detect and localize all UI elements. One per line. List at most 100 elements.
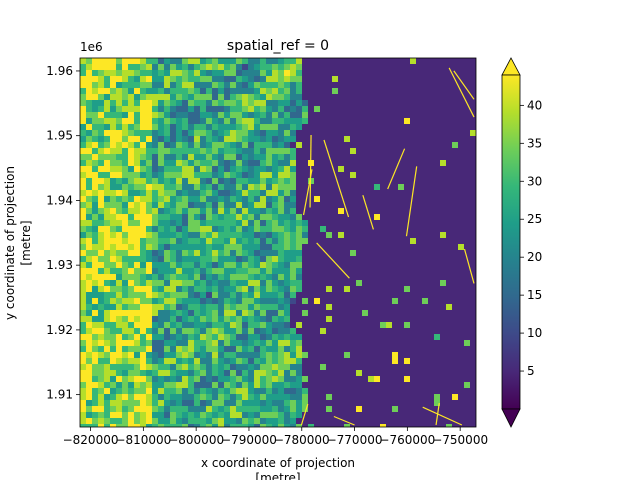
heatmap-cell [134,160,140,166]
heatmap-cell [314,418,320,424]
y-tick-label: 1.94 [46,193,73,207]
heatmap-cell [134,424,140,427]
heatmap-cell [410,112,416,118]
heatmap-cell [242,208,248,214]
heatmap-cell [272,202,278,208]
heatmap-cell [194,370,200,376]
heatmap-cell [290,340,296,346]
heatmap-cell [242,274,248,280]
heatmap-cell [206,364,212,370]
heatmap-cell [194,136,200,142]
heatmap-cell [284,358,290,364]
heatmap-cell [122,364,128,370]
heatmap-cell [464,184,470,190]
heatmap-cell [464,88,470,94]
heatmap-cell [260,304,266,310]
heatmap-cell [230,400,236,406]
heatmap-cell [224,262,230,268]
heatmap-cell [464,244,470,250]
heatmap-cell [284,370,290,376]
heatmap-cell [188,238,194,244]
heatmap-cell [188,364,194,370]
heatmap-cell [170,340,176,346]
heatmap-cell [86,280,92,286]
heatmap-cell [266,292,272,298]
heatmap-cell [344,334,350,340]
heatmap-cell [248,100,254,106]
heatmap-cell [110,364,116,370]
heatmap-cell [428,244,434,250]
heatmap-cell [236,166,242,172]
heatmap-cell [368,70,374,76]
heatmap-cell [212,160,218,166]
heatmap-cell [176,352,182,358]
heatmap-cell [218,406,224,412]
heatmap-cell [416,328,422,334]
heatmap-cell [338,130,344,136]
heatmap-cell [386,124,392,130]
heatmap-cell [362,118,368,124]
heatmap-cell [272,256,278,262]
heatmap-cell [122,292,128,298]
heatmap-cell [104,160,110,166]
heatmap-cell [188,424,194,427]
heatmap-cell [158,334,164,340]
heatmap-cell [350,256,356,262]
heatmap-cell [92,328,98,334]
heatmap-cell [92,406,98,412]
heatmap-cell [224,178,230,184]
heatmap-cell [278,220,284,226]
heatmap-cell [98,160,104,166]
heatmap-cell [332,214,338,220]
heatmap-cell [368,418,374,424]
heatmap-cell [320,280,326,286]
heatmap-cell [182,196,188,202]
heatmap-cell [134,364,140,370]
heatmap-cell [308,232,314,238]
heatmap-cell [146,70,152,76]
heatmap-cell [326,340,332,346]
heatmap-cell [308,184,314,190]
heatmap-cell [176,220,182,226]
heatmap-cell [200,322,206,328]
heatmap-cell [410,130,416,136]
heatmap-cell [326,106,332,112]
heatmap-cell [338,64,344,70]
heatmap-cell [446,400,452,406]
heatmap-cell [440,394,446,400]
heatmap-cell [320,262,326,268]
heatmap-cell [188,124,194,130]
heatmap-cell [452,292,458,298]
heatmap-cell [356,358,362,364]
heatmap-cell [410,364,416,370]
heatmap-cell [434,394,440,400]
heatmap-cell [158,370,164,376]
heatmap-cell [470,364,476,370]
heatmap-cell [368,286,374,292]
heatmap-cell [218,256,224,262]
heatmap-cell [236,262,242,268]
heatmap-cell [392,148,398,154]
heatmap-cell [254,250,260,256]
heatmap-cell [320,334,326,340]
heatmap-cell [338,154,344,160]
heatmap-cell [98,370,104,376]
heatmap-cell [398,142,404,148]
heatmap-cell [254,58,260,64]
heatmap-cell [146,214,152,220]
heatmap-cell [140,70,146,76]
heatmap-cell [296,370,302,376]
heatmap-cell [416,250,422,256]
heatmap-cell [284,322,290,328]
heatmap-cell [194,160,200,166]
heatmap-cell [188,340,194,346]
heatmap-cell [416,238,422,244]
y-axis-label-line2: [metre] [19,220,33,265]
heatmap-cell [200,298,206,304]
heatmap-cell [332,304,338,310]
heatmap-cell [422,148,428,154]
heatmap-cell [104,238,110,244]
heatmap-cell [116,154,122,160]
heatmap-cell [194,220,200,226]
heatmap-cell [386,58,392,64]
